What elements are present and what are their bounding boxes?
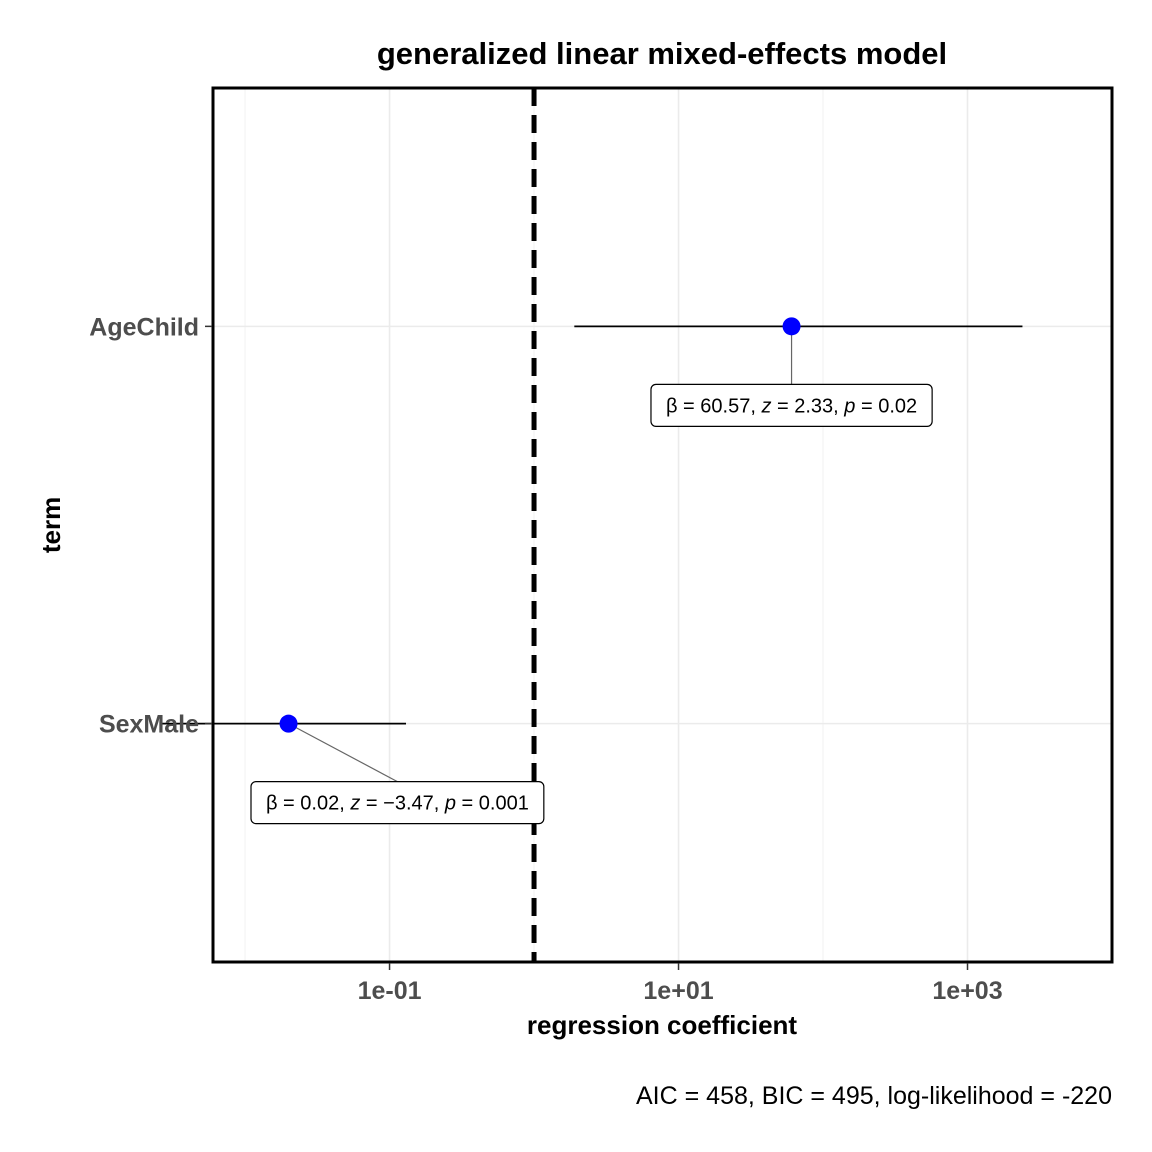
y-tick-label: AgeChild [89,313,199,341]
y-tick-label: SexMale [99,711,199,739]
y-axis-title: term [36,497,66,553]
coefficient-marks: β = 60.57, z = 2.33, p = 0.02 β = 0.02, z… [160,317,1023,825]
annotation-box [650,383,933,427]
panel-background [213,88,1112,962]
estimate-annotation: β = 60.57, z = 2.33, p = 0.02 [650,326,933,427]
plot-panel: β = 60.57, z = 2.33, p = 0.02 β = 0.02, z… [160,86,1114,964]
x-axis-title: regression coefficient [527,1010,798,1040]
x-tick-label: 1e-01 [358,977,422,1005]
estimate-point [279,714,298,733]
x-tick-label: 1e+03 [932,977,1002,1005]
y-axis-ticks: AgeChild SexMale [89,313,212,739]
annotation-connector [288,723,398,783]
panel-border [211,86,1114,964]
model-fit-caption: AIC = 458, BIC = 495, log-likelihood = -… [636,1082,1112,1110]
annotation-box [250,781,545,825]
x-axis-ticks: 1e-01 1e+01 1e+03 [358,963,1003,1005]
estimate-annotation: β = 0.02, z = −3.47, p = 0.001 [250,723,545,825]
annotation-text: β = 60.57, z = 2.33, p = 0.02 [666,395,917,417]
estimate-point [782,317,801,336]
x-tick-label: 1e+01 [643,977,713,1005]
annotation-text: β = 0.02, z = −3.47, p = 0.001 [266,793,529,815]
chart-title: generalized linear mixed-effects model [377,36,947,71]
